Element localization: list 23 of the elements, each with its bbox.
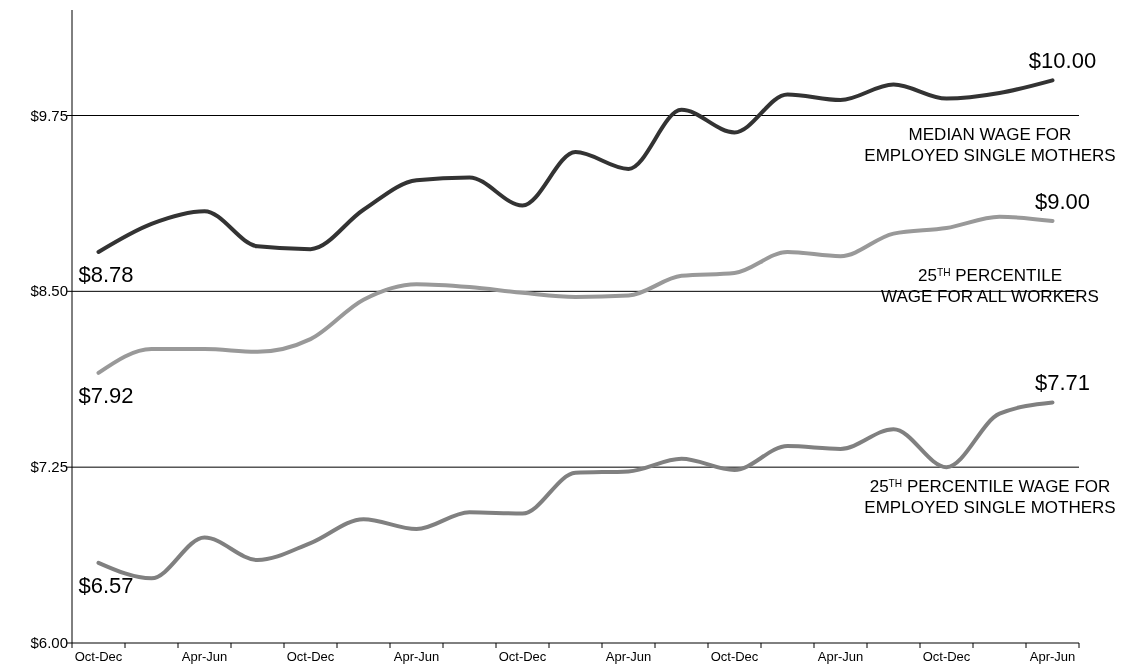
series-label: MEDIAN WAGE FOR EMPLOYED SINGLE MOTHERS	[864, 125, 1116, 166]
x-tick-label: Oct-Dec	[74, 649, 123, 664]
series-label: 25$^{TH}$ PERCENTILE WAGE FOR EMPLOYED SINGLE MOTHERS	[864, 477, 1116, 518]
x-tick-label: Oct-Dec	[498, 649, 547, 664]
y-tick-label: $8.50	[30, 282, 68, 300]
data-label: $8.78	[78, 261, 134, 287]
data-label: $9.00	[1034, 189, 1091, 214]
y-tick-label: $7.25	[30, 458, 68, 476]
data-label: $10.00	[1028, 48, 1097, 74]
series-label: 25$^{TH}$ PERCENTILE WAGE FOR ALL WORKERS	[881, 266, 1099, 306]
data-label: $6.57	[78, 572, 134, 598]
y-tick-label: $6.00	[30, 634, 68, 651]
x-tick-label: Apr-Jun	[181, 649, 228, 664]
data-label: $7.71	[1034, 370, 1091, 396]
x-tick-label: Apr-Jun	[1029, 649, 1076, 664]
x-tick-label: Apr-Jun	[817, 649, 864, 664]
x-tick-label: Apr-Jun	[393, 649, 440, 664]
x-tick-label: Oct-Dec	[286, 649, 335, 664]
x-tick-label: Oct-Dec	[710, 649, 759, 664]
data-label: $7.92	[78, 382, 134, 408]
y-tick-label: $9.75	[30, 106, 68, 124]
x-tick-label: Oct-Dec	[922, 649, 971, 664]
x-tick-label: Apr-Jun	[605, 649, 652, 664]
